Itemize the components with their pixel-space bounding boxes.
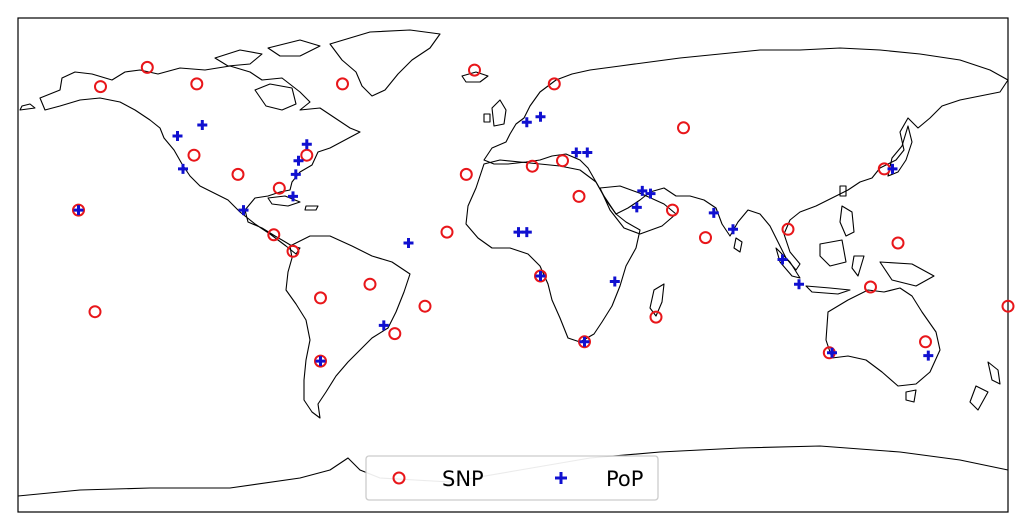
coastline-britain — [483, 99, 507, 127]
legend-pop-label: PoP — [606, 467, 643, 491]
pop-point-26 — [521, 227, 532, 238]
pop-point-12 — [521, 117, 532, 128]
pop-point-5 — [290, 169, 301, 180]
snp-point-10 — [267, 228, 281, 242]
coastline-africa — [465, 159, 641, 343]
pop-point-21 — [777, 254, 788, 265]
snp-point-22 — [418, 299, 432, 313]
coastline-eurasia — [483, 47, 1009, 271]
snp-point-29 — [699, 231, 712, 245]
pop-point-2 — [178, 163, 188, 174]
snp-point-11 — [286, 244, 300, 258]
pop-point-24 — [609, 276, 620, 287]
pop-markers — [73, 111, 934, 367]
pop-point-27 — [535, 271, 546, 281]
legend-box — [365, 455, 659, 501]
pop-point-3 — [238, 205, 249, 216]
snp-point-14 — [363, 277, 377, 291]
pop-point-14 — [571, 147, 582, 158]
coastline-arctic-islands — [214, 39, 321, 67]
map-frame — [17, 17, 1009, 513]
pop-point-0 — [172, 131, 183, 141]
pop-point-1 — [197, 120, 208, 130]
pop-point-11 — [73, 205, 84, 216]
snp-point-30 — [781, 222, 795, 236]
pop-point-29 — [887, 163, 898, 174]
snp-point-24 — [534, 269, 547, 283]
snp-point-35 — [919, 335, 932, 349]
pop-point-17 — [637, 185, 648, 196]
coastline-caribbean — [267, 195, 319, 211]
snp-point-3 — [336, 77, 349, 91]
pop-point-20 — [728, 224, 738, 235]
snp-point-28 — [666, 203, 679, 217]
snp-point-26 — [649, 310, 663, 324]
coastline-japan — [887, 125, 913, 177]
coastline-sri-lanka — [733, 237, 743, 253]
legend-pop-marker — [555, 472, 567, 484]
pop-point-23 — [827, 347, 837, 358]
coastline-alaska-islands — [19, 103, 36, 111]
snp-point-16 — [388, 327, 402, 341]
pop-point-13 — [535, 111, 546, 122]
coastline-philippines — [839, 185, 855, 237]
snp-point-12 — [72, 203, 85, 217]
pop-point-7 — [293, 155, 304, 166]
coastline-south-america — [285, 235, 411, 419]
snp-point-32 — [864, 280, 877, 294]
snp-point-27 — [677, 121, 690, 135]
snp-point-31 — [891, 236, 905, 250]
coastline-australia — [825, 287, 941, 387]
pop-point-8 — [403, 238, 414, 248]
coastline-new-zealand — [969, 361, 1001, 411]
snp-point-9 — [300, 148, 314, 162]
coastline-north-america — [39, 65, 361, 255]
pop-point-15 — [582, 147, 593, 158]
pop-point-30 — [923, 350, 934, 361]
snp-point-8 — [272, 181, 286, 195]
snp-point-15 — [314, 291, 327, 305]
legend-snp-marker — [392, 471, 406, 485]
pop-point-10 — [315, 356, 326, 367]
snp-point-13 — [88, 305, 102, 319]
pop-point-18 — [631, 202, 642, 213]
snp-point-0 — [94, 80, 107, 94]
snp-point-7 — [231, 167, 245, 181]
pop-point-9 — [378, 320, 389, 331]
snp-point-25 — [578, 335, 591, 349]
snp-point-17 — [314, 354, 327, 368]
coastline-greenland — [329, 29, 441, 97]
pop-point-4 — [288, 191, 298, 202]
snp-point-21 — [572, 189, 586, 203]
coastline-iceland — [461, 71, 489, 83]
snp-point-20 — [556, 154, 569, 168]
coastline-madagascar — [649, 283, 665, 317]
snp-point-36 — [1001, 299, 1015, 313]
legend-snp-label: SNP — [442, 467, 484, 491]
snp-point-19 — [525, 159, 539, 173]
snp-point-1 — [140, 60, 154, 74]
pop-point-6 — [301, 139, 312, 150]
snp-point-6 — [187, 148, 201, 162]
snp-point-5 — [547, 77, 561, 91]
coastline-indonesia — [775, 239, 935, 295]
pop-point-22 — [794, 279, 804, 290]
pop-point-19 — [708, 207, 719, 218]
snp-point-2 — [190, 77, 204, 91]
coastline-tasmania — [905, 389, 917, 403]
coastline-arabia — [599, 185, 677, 235]
snp-point-18 — [459, 167, 473, 181]
snp-point-23 — [440, 225, 454, 239]
pop-point-16 — [645, 188, 656, 199]
legend: SNP PoP — [365, 455, 659, 501]
coastline-baffin — [254, 83, 297, 111]
snp-point-4 — [468, 63, 481, 77]
pop-point-28 — [579, 336, 590, 347]
snp-markers — [72, 60, 1015, 368]
